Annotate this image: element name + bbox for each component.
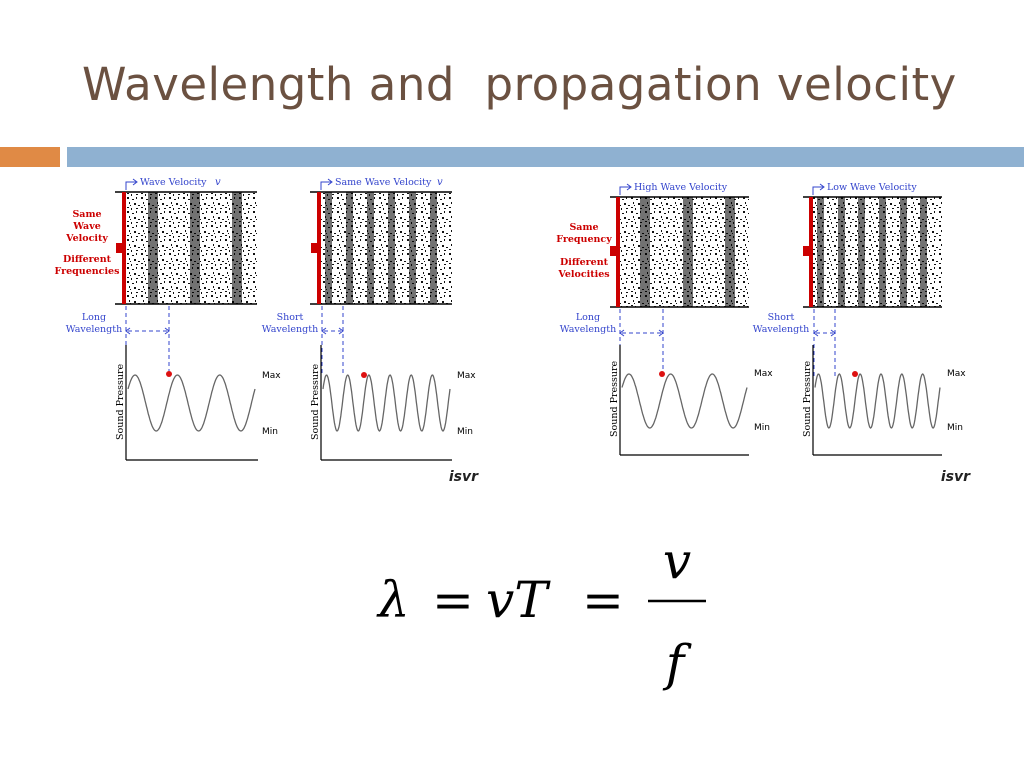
- left-side-label-5: Frequencies: [55, 266, 120, 277]
- wavelength-label-2: Wavelength: [753, 324, 809, 335]
- y-axis-label: Sound Pressure: [115, 363, 126, 440]
- lambda-symbol: λ: [376, 571, 410, 629]
- left-side-label-3: Velocity: [65, 233, 108, 244]
- speaker-membrane: [317, 192, 321, 304]
- min-label: Min: [947, 423, 963, 433]
- speaker-membrane: [616, 197, 620, 307]
- wave-peak-dot: [659, 371, 665, 377]
- wavelength-label-1: Short: [277, 312, 304, 323]
- right-side-label-1: Same: [569, 222, 598, 233]
- max-label: Max: [947, 369, 966, 379]
- equals-sign-2: =: [582, 571, 624, 629]
- y-axis-label: Sound Pressure: [802, 360, 813, 437]
- wavelength-label-1: Short: [768, 312, 795, 323]
- sine-wave: [814, 373, 941, 429]
- velocity-label: Wave Velocity: [140, 177, 207, 188]
- max-label: Max: [457, 371, 476, 381]
- wavelength-label-2: Wavelength: [262, 324, 318, 335]
- fraction-numerator: v: [663, 532, 691, 590]
- wavelength-equation: λ = vT = v f: [376, 532, 706, 692]
- max-label: Max: [754, 369, 773, 379]
- max-label: Max: [262, 371, 281, 381]
- fraction-denominator: f: [662, 634, 692, 692]
- velocity-label: High Wave Velocity: [634, 182, 728, 193]
- wavelength-label-1: Long: [82, 312, 106, 323]
- velocity-label: Low Wave Velocity: [827, 182, 917, 193]
- wavelength-label-2: Wavelength: [66, 324, 122, 335]
- left-side-label-1: Same: [72, 209, 101, 220]
- vT-term: vT: [486, 571, 551, 629]
- credit-logo: isvr: [449, 469, 479, 485]
- right-side-label-4: Velocities: [557, 269, 609, 280]
- velocity-symbol: v: [437, 177, 443, 188]
- left-side-label-4: Different: [63, 254, 112, 265]
- speaker-membrane: [122, 192, 126, 304]
- left-side-label-2: Wave: [72, 221, 101, 232]
- velocity-label: Same Wave Velocity: [335, 177, 432, 188]
- sine-wave: [127, 374, 256, 432]
- wave-peak-dot: [361, 372, 367, 378]
- wavelength-label-1: Long: [576, 312, 600, 323]
- speaker-membrane: [809, 197, 813, 307]
- wavelength-label-2: Wavelength: [560, 324, 616, 335]
- left-panel-1: Wave Velocity v Long Wavelength Sound Pr…: [66, 177, 281, 461]
- sine-wave: [322, 374, 451, 432]
- min-label: Min: [262, 427, 278, 437]
- credit-logo: isvr: [941, 469, 971, 485]
- y-axis-label: Sound Pressure: [609, 360, 620, 437]
- wave-peak-dot: [166, 371, 172, 377]
- min-label: Min: [457, 427, 473, 437]
- sine-wave: [621, 373, 748, 429]
- right-side-label-2: Frequency: [556, 234, 612, 245]
- right-side-label-3: Different: [560, 257, 609, 268]
- right-figure: Same Frequency Different Velocities High…: [556, 182, 971, 485]
- right-panel-2: Low Wave Velocity Short Wavelength Sound…: [753, 182, 971, 485]
- equals-sign-1: =: [432, 571, 474, 629]
- min-label: Min: [754, 423, 770, 433]
- accent-bar-blue: [67, 147, 1024, 167]
- accent-bar-orange: [0, 147, 60, 167]
- left-figure: Same Wave Velocity Different Frequencies…: [55, 177, 480, 485]
- slide-title: Wavelength and propagation velocity: [82, 58, 957, 111]
- wave-peak-dot: [852, 371, 858, 377]
- y-axis-label: Sound Pressure: [310, 363, 321, 440]
- left-panel-2: Same Wave Velocity v Short Wavelength So…: [262, 177, 479, 485]
- velocity-symbol: v: [215, 177, 221, 188]
- right-panel-1: High Wave Velocity Long Wavelength Sound…: [560, 182, 773, 456]
